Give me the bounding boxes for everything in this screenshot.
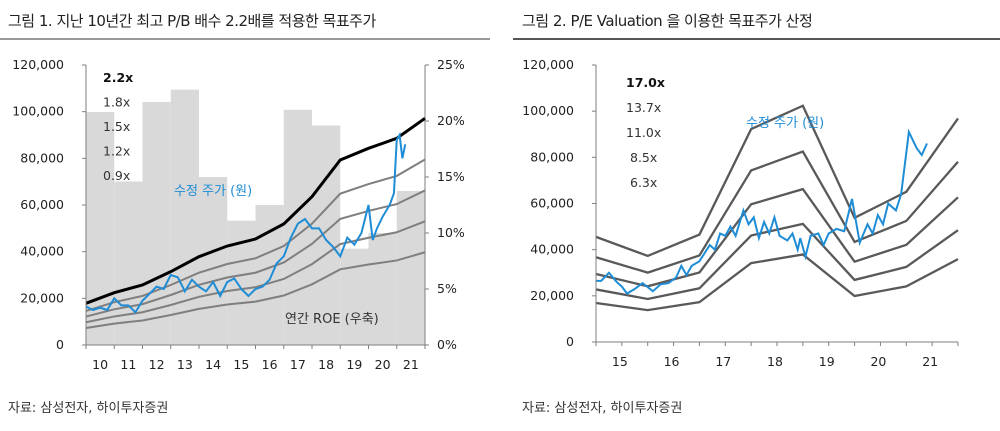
chart1-title: 그림 1. 지난 10년간 최고 P/B 배수 2.2배를 적용한 목표주가 xyxy=(8,12,376,30)
chart1-roe-bar xyxy=(142,101,171,346)
chart1-roe-bar xyxy=(199,177,228,345)
chart1-roe-bar xyxy=(340,248,369,345)
chart1-y2-tick-label: 5% xyxy=(437,281,457,296)
chart1-x-tick-label: 19 xyxy=(346,357,362,372)
chart2-title: 그림 2. P/E Valuation 을 이용한 목표주가 산정 xyxy=(522,12,813,30)
chart1-y-tick-label: 40,000 xyxy=(20,244,64,259)
chart1-roe-bar xyxy=(312,125,341,345)
chart2-y-tick-label: 20,000 xyxy=(530,288,574,303)
chart1-roe-bar xyxy=(255,205,284,345)
chart2-source: 자료: 삼성전자, 하이투자증권 xyxy=(522,401,683,416)
chart1-y-tick-label: 80,000 xyxy=(20,150,64,165)
chart2-band-13_7x xyxy=(595,150,959,274)
chart1-y2-tick-label: 20% xyxy=(437,113,465,128)
chart1-y-tick-label: 20,000 xyxy=(20,290,64,305)
chart2-band-label: 11.0x xyxy=(626,125,661,140)
chart1-price-label: 수정 주가 (원) xyxy=(174,184,252,199)
chart2-x-tick-label: 16 xyxy=(664,354,680,369)
chart2-title-rule xyxy=(513,38,1000,40)
chart2-x-tick-label: 18 xyxy=(767,354,783,369)
chart1-roe-bar xyxy=(396,191,425,345)
chart2-x-tick-label: 20 xyxy=(870,354,886,369)
chart1-roe-label: 연간 ROE (우축) xyxy=(285,312,379,327)
chart1-x-tick-label: 16 xyxy=(262,357,278,372)
chart1-x-tick-label: 17 xyxy=(290,357,306,372)
chart1-y2-tick-label: 0% xyxy=(437,337,457,352)
chart1-roe-bar xyxy=(368,233,397,345)
chart2-band-label: 17.0x xyxy=(626,75,665,90)
chart1-band-label: 1.8x xyxy=(103,95,130,110)
chart1-band-label: 2.2x xyxy=(103,70,133,85)
chart1-y2-tick-label: 10% xyxy=(437,225,465,240)
chart1-y-tick-label: 60,000 xyxy=(20,197,64,212)
chart2-y-tick-label: 80,000 xyxy=(530,149,574,164)
chart1-x-tick-label: 15 xyxy=(233,357,249,372)
chart2-price-line xyxy=(596,128,928,295)
chart1-band-0_9x xyxy=(85,251,426,329)
chart1-band-1_2x xyxy=(85,220,426,324)
chart2-y-tick-label: 0 xyxy=(566,334,574,349)
chart2-x-tick-label: 17 xyxy=(715,354,731,369)
chart1-band-label: 0.9x xyxy=(103,168,130,183)
chart1-x-tick-label: 10 xyxy=(92,357,108,372)
chart1-roe-bar xyxy=(114,181,143,345)
chart2-band-17_0x xyxy=(595,104,959,258)
chart2-x-tick-label: 19 xyxy=(819,354,835,369)
chart1-x-tick-label: 11 xyxy=(120,357,136,372)
chart1-band-2_2x xyxy=(85,117,426,305)
chart1-y2-tick-label: 25% xyxy=(437,57,465,72)
chart2-x-tick-label: 21 xyxy=(922,354,938,369)
chart1-roe-bar xyxy=(170,89,199,345)
chart2-band-label: 6.3x xyxy=(630,175,657,190)
chart2-band-11_0x xyxy=(595,187,959,288)
chart2-band-label: 13.7x xyxy=(626,100,661,115)
chart2-price-label: 수정 주가 (원) xyxy=(746,116,824,131)
chart2-y-tick-label: 120,000 xyxy=(522,57,574,72)
chart2-y-tick-label: 100,000 xyxy=(522,103,574,118)
chart2-band-label: 8.5x xyxy=(630,150,657,165)
chart1-title-rule xyxy=(0,38,490,40)
chart2-y-tick-label: 60,000 xyxy=(530,196,574,211)
chart1-y-tick-label: 0 xyxy=(56,337,64,352)
chart1-price-line xyxy=(85,132,407,314)
chart1-band-label: 1.2x xyxy=(103,144,130,159)
chart1-band-1_8x xyxy=(85,158,426,312)
chart2-x-tick-label: 15 xyxy=(612,354,628,369)
chart1-x-tick-label: 21 xyxy=(403,357,419,372)
chart1-x-tick-label: 14 xyxy=(205,357,221,372)
chart1-y2-tick-label: 15% xyxy=(437,169,465,184)
chart1-y-tick-label: 100,000 xyxy=(12,104,64,119)
chart1-x-tick-label: 13 xyxy=(177,357,193,372)
chart1-y-tick-label: 120,000 xyxy=(12,57,64,72)
chart2-band-6_3x xyxy=(595,253,959,312)
chart1-x-tick-label: 18 xyxy=(318,357,334,372)
chart1-x-tick-label: 20 xyxy=(375,357,391,372)
chart1-x-tick-label: 12 xyxy=(149,357,165,372)
chart1-band-label: 1.5x xyxy=(103,119,130,134)
chart2-y-tick-label: 40,000 xyxy=(530,242,574,257)
chart1-source: 자료: 삼성전자, 하이투자증권 xyxy=(8,401,169,416)
